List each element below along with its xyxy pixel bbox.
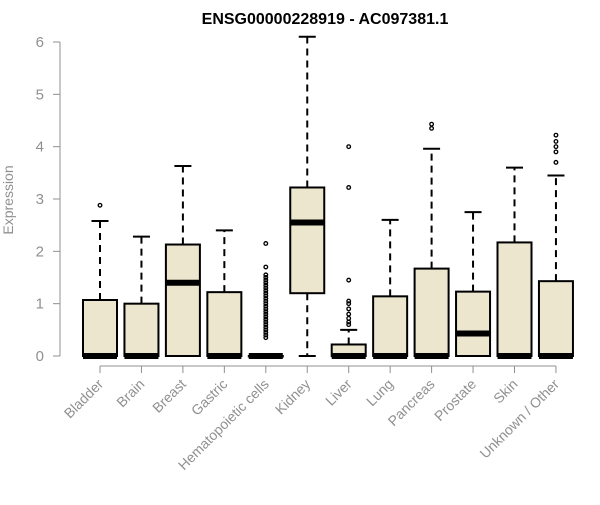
outlier-point xyxy=(263,327,269,333)
box xyxy=(413,267,450,357)
y-tick-label: 5 xyxy=(36,86,44,103)
box-group xyxy=(164,165,201,357)
y-axis: 0 1 2 3 4 5 6 xyxy=(36,34,61,365)
outlier-point xyxy=(346,311,352,317)
boxes-group xyxy=(82,35,574,359)
outlier-point xyxy=(263,306,269,312)
outlier-point xyxy=(263,282,269,288)
x-tick-label: Skin xyxy=(490,376,521,407)
box-group xyxy=(289,35,326,357)
box-group xyxy=(372,218,409,359)
outlier-point xyxy=(263,303,269,309)
outlier-point xyxy=(263,290,269,296)
outlier-point xyxy=(263,288,269,294)
y-tick-label: 0 xyxy=(36,348,44,365)
box-group xyxy=(413,121,450,359)
outlier-point xyxy=(263,332,269,338)
box xyxy=(82,299,118,357)
y-tick-label: 1 xyxy=(36,296,44,313)
outlier-point xyxy=(263,311,269,317)
outlier-point xyxy=(263,280,269,286)
box xyxy=(496,241,533,357)
outlier-point xyxy=(263,335,269,341)
outlier-point xyxy=(263,309,269,314)
x-tick-label: Lung xyxy=(363,376,396,409)
outlier-point xyxy=(346,322,352,328)
outlier-point xyxy=(346,277,352,283)
outlier-point xyxy=(263,322,269,328)
box-group xyxy=(330,144,367,359)
outlier-point xyxy=(429,125,435,131)
box xyxy=(537,280,574,357)
y-tick-label: 6 xyxy=(36,34,44,51)
box-group xyxy=(537,132,574,359)
outlier-point xyxy=(263,272,269,278)
x-tick-label: Bladder xyxy=(61,376,107,422)
box-group xyxy=(455,211,492,358)
outlier-point xyxy=(263,316,269,322)
outlier-point xyxy=(346,306,352,312)
box xyxy=(164,243,201,357)
outlier-point xyxy=(263,275,269,280)
outlier-point xyxy=(346,144,352,150)
outlier-point xyxy=(263,319,269,325)
x-tick-label: Brain xyxy=(113,376,147,410)
x-tick-label: Liver xyxy=(322,376,355,409)
box-group xyxy=(82,202,118,359)
outlier-point xyxy=(553,144,559,150)
outlier-point xyxy=(346,185,352,190)
x-tick-label: Unknown / Other xyxy=(476,376,562,462)
outlier-point xyxy=(346,315,352,321)
outlier-point xyxy=(346,298,352,304)
box xyxy=(289,186,326,295)
x-tick-label: Breast xyxy=(149,376,189,416)
outlier-point xyxy=(263,295,269,301)
y-tick-label: 4 xyxy=(36,139,44,156)
outlier-point xyxy=(346,301,352,307)
outlier-point xyxy=(553,149,559,155)
y-axis-label: Expression xyxy=(0,165,16,234)
box xyxy=(455,290,492,358)
outlier-point xyxy=(263,301,269,307)
box xyxy=(372,295,409,357)
outlier-point xyxy=(263,285,269,291)
box-group xyxy=(247,241,284,359)
outlier-point xyxy=(97,202,103,208)
outlier-point xyxy=(263,241,269,246)
box-group xyxy=(206,229,243,359)
y-tick-label: 2 xyxy=(36,243,44,260)
chart-title: ENSG00000228919 - AC097381.1 xyxy=(202,11,449,28)
outlier-point xyxy=(263,314,269,320)
x-tick-label: Kidney xyxy=(272,376,314,418)
outlier-point xyxy=(263,277,269,283)
outlier-point xyxy=(263,293,269,299)
y-tick-label: 3 xyxy=(36,191,44,208)
box-group xyxy=(123,235,160,359)
box-group xyxy=(496,166,533,359)
outlier-point xyxy=(263,330,269,335)
outlier-point xyxy=(553,132,559,138)
box xyxy=(206,291,243,357)
x-tick-label: Prostate xyxy=(431,376,479,424)
outlier-point xyxy=(553,159,559,165)
outlier-point xyxy=(263,324,269,330)
outlier-point xyxy=(263,264,269,270)
outlier-point xyxy=(429,121,435,127)
box xyxy=(123,302,160,357)
outlier-point xyxy=(263,298,269,304)
outlier-point xyxy=(553,138,559,144)
